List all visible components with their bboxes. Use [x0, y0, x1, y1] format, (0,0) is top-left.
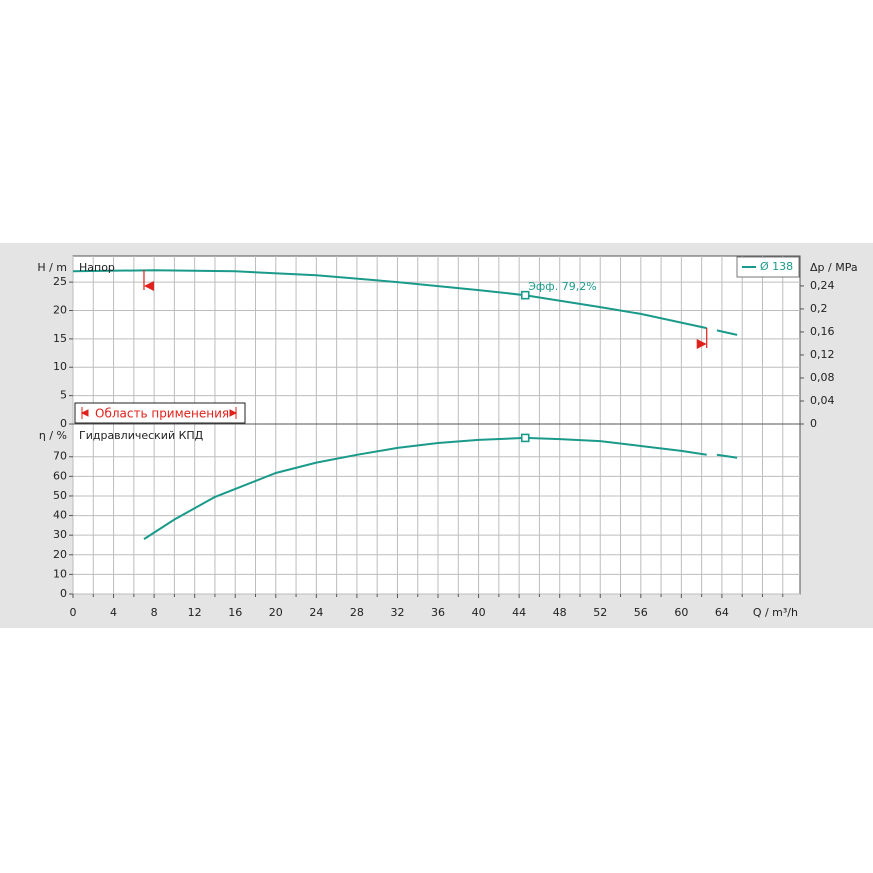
x-tick-label: 52	[593, 606, 607, 619]
range-box	[74, 402, 246, 424]
y-tick-label: 70	[53, 450, 67, 463]
duty-point	[520, 290, 530, 300]
grid	[72, 256, 800, 595]
x-tick-label: 12	[188, 606, 202, 619]
y2-tick-label: 0,04	[810, 394, 835, 407]
range-label: Область применения	[95, 407, 229, 421]
y-tick-label: 15	[53, 332, 67, 345]
y2-tick-label: 0,16	[810, 325, 835, 338]
x-tick-label: 0	[70, 606, 77, 619]
y2-axis-label: Δp / MPa	[810, 261, 858, 274]
x-tick-label: 8	[151, 606, 158, 619]
x-tick-label: 24	[309, 606, 323, 619]
x-tick-label: 28	[350, 606, 364, 619]
plot-area	[72, 255, 801, 595]
y-tick-label: 50	[53, 489, 67, 502]
x-tick-label: 4	[110, 606, 117, 619]
y-tick-label: 60	[53, 469, 67, 482]
panel-label: Напор	[79, 261, 115, 274]
y-tick-label: 5	[60, 389, 67, 402]
y-tick-label: 40	[53, 509, 67, 522]
y-tick-label: 0	[60, 417, 67, 430]
x-axis-label: Q / m³/h	[753, 606, 798, 619]
range-arrow	[696, 339, 707, 349]
range-box-arrows	[80, 407, 238, 419]
x-tick-label: 56	[634, 606, 648, 619]
y2-tick-label: 0,12	[810, 348, 835, 361]
x-tick-label: 16	[228, 606, 242, 619]
y-axis-label: H / m	[37, 261, 67, 274]
y-tick-label: 20	[53, 303, 67, 316]
legend-label: Ø 138	[760, 260, 793, 273]
x-tick-label: 20	[269, 606, 283, 619]
range-arrow	[143, 281, 154, 291]
y-tick-label: 20	[53, 548, 67, 561]
x-tick-label: 36	[431, 606, 445, 619]
y-axis-label: η / %	[39, 429, 67, 442]
y2-tick-label: 0	[810, 417, 817, 430]
y-tick-label: 10	[53, 360, 67, 373]
series-line	[72, 269, 738, 336]
y-tick-label: 30	[53, 528, 67, 541]
x-tick-label: 40	[472, 606, 486, 619]
panel-label: Гидравлический КПД	[79, 429, 204, 442]
duty-point-label: Эфф. 79,2%	[528, 280, 596, 293]
x-tick-label: 44	[512, 606, 526, 619]
y2-tick-label: 0,24	[810, 279, 835, 292]
duty-point	[520, 433, 530, 443]
lines	[72, 269, 738, 540]
y-tick-label: 25	[53, 275, 67, 288]
x-tick-label: 64	[715, 606, 729, 619]
y2-tick-label: 0,2	[810, 302, 828, 315]
x-tick-label: 60	[674, 606, 688, 619]
y-tick-label: 10	[53, 567, 67, 580]
legend-box	[736, 256, 800, 278]
x-tick-label: 48	[553, 606, 567, 619]
y-tick-label: 0	[60, 587, 67, 600]
y2-tick-label: 0,08	[810, 371, 835, 384]
series-line	[143, 436, 738, 540]
x-tick-label: 32	[390, 606, 404, 619]
